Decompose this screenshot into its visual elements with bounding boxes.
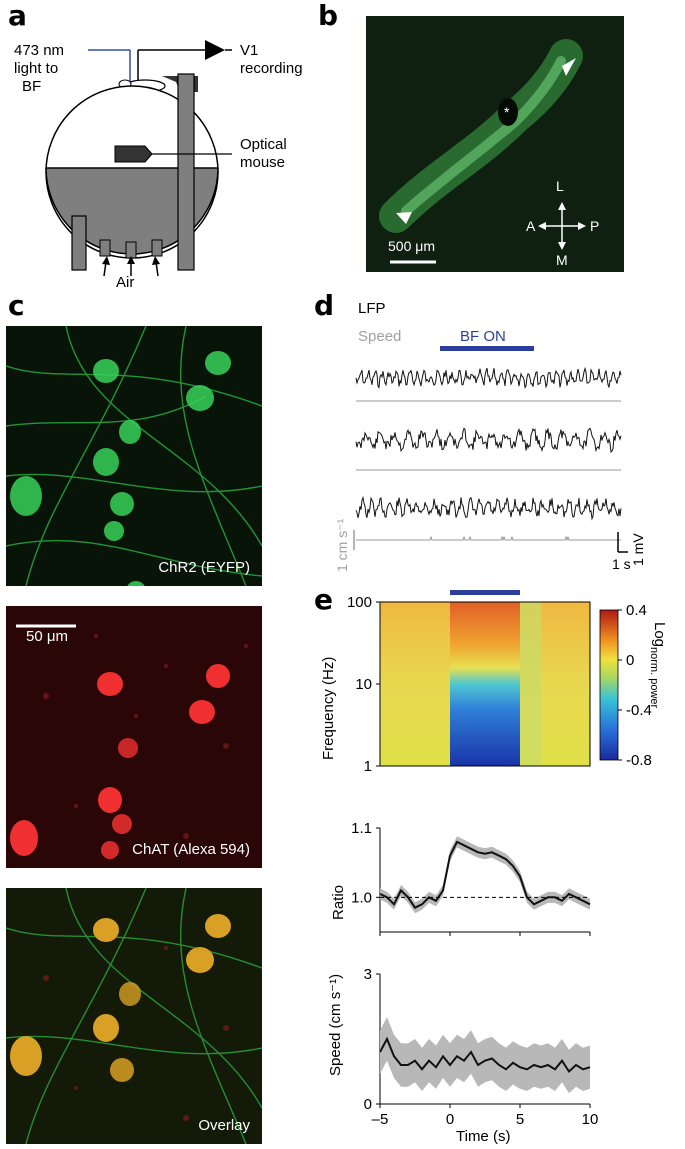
series-line [379, 1036, 591, 1074]
speed-chart: 03–5 0 5 10 [364, 966, 599, 1128]
panel-a-schematic [45, 40, 232, 277]
panel-letter-a: a [8, 0, 27, 32]
ytick-label: 3 [364, 966, 372, 983]
ratio-axis-label: Ratio [330, 884, 347, 920]
panel-letter-d: d [314, 289, 335, 322]
colorbar-tick-label: 0 [626, 652, 634, 669]
light-label: 473 nm light to BF [14, 42, 65, 95]
xtick-label: 10 [582, 1111, 599, 1128]
speed-trace-3 [356, 535, 621, 542]
lfp-trace-3 [355, 495, 622, 521]
colorbar-label: Lognorm. power [648, 622, 668, 709]
lfp-trace-1 [355, 366, 622, 389]
spectrogram-chart: 1 10 100 0.4 0 -0.4 -0.8 [347, 590, 652, 775]
air-label: Air [116, 274, 135, 291]
frequency-axis-label: Frequency (Hz) [320, 656, 337, 760]
bf-on-label: BF ON [460, 328, 506, 345]
heatmap-ytick-label: 100 [347, 594, 372, 611]
heatmap-post-region [520, 602, 541, 766]
chr2-image: ChR2 (EYFP) [6, 326, 262, 586]
sem-band [380, 836, 590, 914]
legend-lfp: LFP [358, 300, 386, 317]
compass-down: M [556, 252, 568, 268]
panel-letter-c: c [8, 289, 25, 322]
legend-speed: Speed [358, 328, 402, 345]
time-axis-label: Time (s) [456, 1128, 511, 1145]
chat-image: 50 μm ChAT (Alexa 594) [6, 606, 262, 868]
heatmap-ytick-label: 1 [364, 758, 372, 775]
series-line [379, 840, 591, 909]
colorbar [599, 609, 619, 761]
heatmap-ytick-label: 10 [355, 676, 372, 693]
recording-label: V1 recording [240, 42, 303, 77]
panel-letter-b: b [318, 0, 339, 32]
compass-right: P [590, 218, 600, 234]
colorbar-tick-label: -0.4 [626, 702, 652, 719]
electrode-marker: * [504, 104, 510, 120]
overlay-label: Overlay [198, 1117, 250, 1134]
heatmap-stim-region [450, 602, 520, 766]
colorbar-tick-label: 0.4 [626, 602, 647, 619]
ratio-chart: 1.0 1.1 [351, 820, 591, 936]
xtick-label: 5 [516, 1111, 524, 1128]
lfp-traces [353, 346, 628, 553]
lfp-trace-2 [355, 427, 622, 454]
voltage-scale-label: 1 mV [630, 533, 646, 566]
chat-scale-label: 50 μm [26, 628, 68, 645]
xtick-label: –5 [372, 1111, 389, 1128]
panel-b-micrograph: * L M A P 500 μm [366, 16, 624, 272]
time-scale-label: 1 s [612, 556, 631, 572]
scale-bar-label: 500 μm [388, 238, 435, 254]
compass-left: A [526, 218, 536, 234]
ytick-label: 0 [364, 1096, 372, 1113]
stim-bar [450, 590, 520, 595]
panel-letter-e: e [314, 583, 333, 616]
ytick-label: 1.1 [351, 820, 372, 837]
speed-axis-label: Speed (cm s⁻¹) [327, 973, 344, 1076]
chr2-label: ChR2 (EYFP) [158, 559, 250, 576]
bf-on-bar [440, 346, 534, 351]
chat-label: ChAT (Alexa 594) [132, 841, 250, 858]
sem-band [380, 1017, 590, 1094]
colorbar-tick-label: -0.8 [626, 752, 652, 769]
compass-up: L [556, 178, 564, 194]
mouse-label: Optical mouse [240, 136, 287, 171]
speed-scale-label: 1 cm s⁻¹ [334, 518, 350, 572]
overlay-image: Overlay [6, 888, 262, 1144]
ytick-label: 1.0 [351, 889, 372, 906]
xtick-label: 0 [446, 1111, 454, 1128]
